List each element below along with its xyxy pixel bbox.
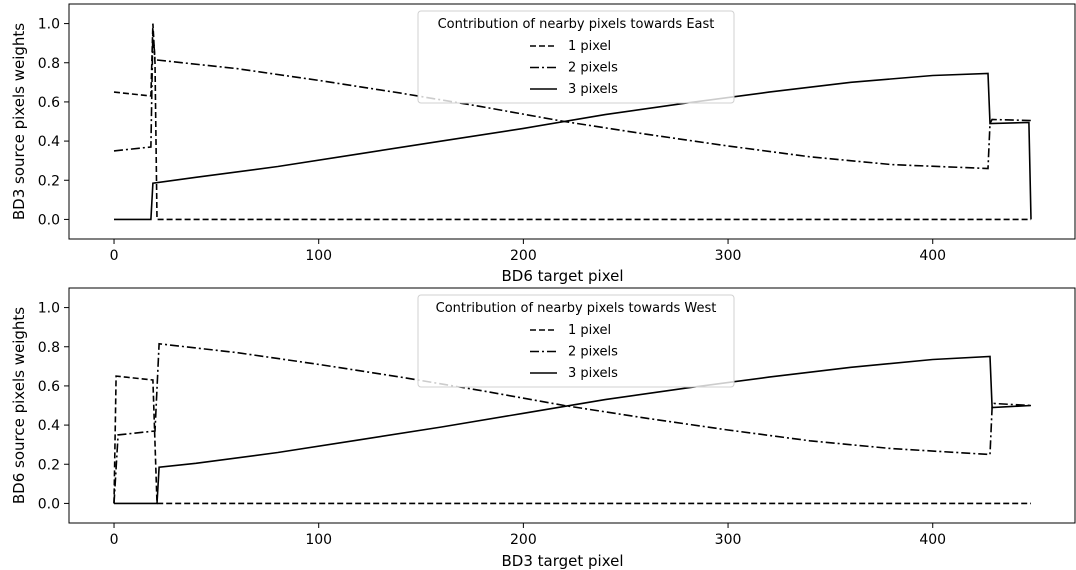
y-tick-label: 0.2: [38, 457, 60, 473]
legend-title: Contribution of nearby pixels towards Ea…: [438, 17, 715, 32]
legend-entry-label: 3 pixels: [568, 82, 618, 97]
west-chart: 0 100 200 300 400 0.0 0.2 0.4 0.6 0.8 1.0 BD3 targe…: [10, 287, 1076, 570]
series-line-solid: [114, 72, 1032, 221]
y-tick-label: 0.4: [38, 134, 60, 150]
series-line-dashdot: [113, 342, 1032, 504]
legend-entry-label: 1 pixel: [568, 39, 611, 54]
x-tick-label: 200: [510, 248, 537, 264]
y-axis-label: BD6 source pixels weights: [10, 307, 28, 504]
y-tick-label: 0.2: [38, 173, 60, 189]
legend-box: [417, 294, 735, 388]
y-tick-label: 0.8: [38, 56, 60, 72]
y-tick-label: 0.6: [38, 379, 60, 395]
y-tick-label: 1.0: [38, 17, 60, 33]
legend: Contribution of nearby pixels towards Ea…: [417, 10, 735, 104]
legend-entry-label: 2 pixels: [568, 61, 618, 76]
x-tick-label: 200: [510, 532, 537, 548]
x-tick-label: 100: [305, 532, 332, 548]
x-tick-label: 300: [715, 248, 742, 264]
x-tick-label: 400: [919, 248, 946, 264]
x-axis-label: BD6 target pixel: [501, 267, 623, 285]
series-line-solid: [114, 355, 1032, 505]
legend-title: Contribution of nearby pixels towards We…: [436, 301, 717, 316]
plot-frame: [68, 3, 1076, 240]
legend-box: [417, 10, 735, 104]
y-tick-label: 0.4: [38, 418, 60, 434]
series-line-dashed: [113, 375, 1031, 505]
legend-entry-label: 2 pixels: [568, 345, 618, 360]
east-chart: 0 100 200 300 400 0.0 0.2 0.4 0.6 0.8 1.0 BD6 targe…: [10, 3, 1076, 285]
x-tick-label: 100: [305, 248, 332, 264]
y-tick-label: 0.0: [38, 212, 60, 228]
y-tick-label: 1.0: [38, 301, 60, 317]
legend-entry-label: 3 pixels: [568, 366, 618, 381]
y-axis-label: BD3 source pixels weights: [10, 23, 28, 220]
legend-entry-label: 1 pixel: [568, 323, 611, 338]
x-tick-label: 300: [715, 532, 742, 548]
y-tick-label: 0.6: [38, 95, 60, 111]
y-tick-label: 0.0: [38, 496, 60, 512]
x-tick-label: 0: [110, 532, 119, 548]
x-tick-label: 0: [110, 248, 119, 264]
plot-frame: [68, 287, 1076, 524]
legend: Contribution of nearby pixels towards We…: [417, 294, 735, 388]
x-tick-label: 400: [919, 532, 946, 548]
x-axis-label: BD3 target pixel: [501, 552, 623, 570]
y-tick-label: 0.8: [38, 340, 60, 356]
series-line-dashed: [113, 23, 1031, 221]
